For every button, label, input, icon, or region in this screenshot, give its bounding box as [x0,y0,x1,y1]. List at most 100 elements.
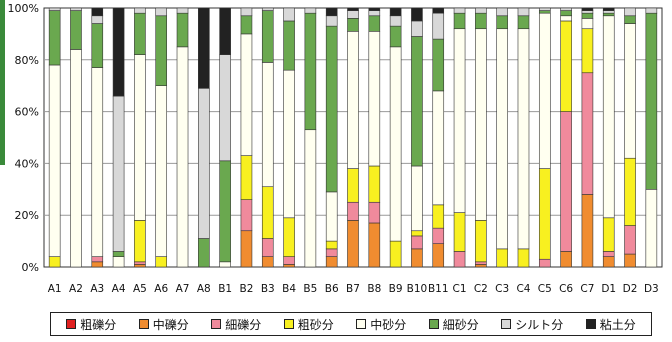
x-tick-label: A3 [90,283,104,295]
bar-segment [581,7,594,11]
bar-segment [325,248,338,257]
bar-segment [347,7,359,11]
x-tick-label: B10 [407,283,428,295]
bar-segment [134,54,146,221]
legend-label: 粘土分 [599,317,636,332]
bar-segment [198,87,210,239]
legend-label: 細礫分 [225,317,262,332]
bar-segment [112,95,125,252]
bar-segment [517,15,530,30]
bar-segment [134,261,146,265]
bar-segment [496,15,508,30]
legend-swatch [428,319,439,329]
bar-segment [283,217,295,257]
bar-segment [325,25,338,193]
x-tick-label: A6 [154,283,168,295]
bar-segment [602,12,615,17]
bar-segment [198,238,210,268]
bar-segment [240,33,253,156]
bar-segment [325,15,338,27]
bar-segment [261,7,274,11]
bar-segment [91,15,104,24]
legend-swatch [585,319,596,329]
bar-segment [624,15,636,24]
bar-segment [560,15,572,22]
bar-segment [624,225,636,255]
bar-segment [581,12,594,19]
bar-segment [134,220,146,263]
bar-segment [219,261,231,268]
bar-segment [112,7,125,97]
bar-segment [91,256,104,263]
bar-segment [155,7,168,17]
bar-segment [453,251,466,268]
x-tick-label: C2 [474,283,488,295]
x-tick-label: B2 [240,283,254,295]
legend-item: 粗砂分 [283,316,334,333]
bar-segment [496,7,508,17]
bar-segment [368,10,381,17]
bar-segment [240,155,253,200]
bar-segment [475,28,487,221]
bar-segment [432,38,445,92]
bar-segment [261,62,274,188]
bar-segment [602,7,615,11]
legend-swatch [211,319,222,329]
bar-segment [645,7,658,14]
bar-segment [368,201,381,224]
legend-label: 細砂分 [442,317,479,332]
bar-segment [411,235,423,250]
bar-segment [134,264,146,268]
bar-segment [176,46,189,268]
x-tick-label: D1 [601,283,616,295]
x-tick-label: A1 [48,283,62,295]
bar-segment [517,7,530,17]
y-tick-label: 100% [8,2,39,15]
bar-segment [368,222,381,268]
x-tick-label: A5 [133,283,147,295]
x-tick-label: C3 [495,283,509,295]
legend-label: 粗礫分 [80,317,117,332]
bar-segment [283,264,295,268]
bar-segment [475,264,487,268]
bar-segment [475,261,487,265]
bar-segment [91,67,104,257]
x-tick-label: A7 [176,283,190,295]
bar-segment [347,168,359,203]
x-tick-label: B9 [389,283,403,295]
bar-segment [538,12,551,169]
bar-segment [411,36,423,167]
bar-segment [347,220,359,268]
bar-segment [134,12,146,55]
y-tick-label: 0% [22,261,39,274]
bar-segment [453,7,466,14]
legend-label: 粗砂分 [297,317,334,332]
bar-segment [432,204,445,229]
x-tick-label: B1 [218,283,232,295]
bar-segment [368,165,381,203]
bar-segment [219,160,231,263]
bar-segment [538,10,551,14]
x-tick-label: A2 [69,283,83,295]
bar-segment [496,28,508,250]
legend-item: 細礫分 [211,316,261,333]
bar-segment [496,248,508,268]
bar-segment [581,194,594,268]
bar-segment [155,256,168,268]
bar-segment [602,15,615,219]
bar-segment [261,238,274,257]
legend: 粗礫分 中礫分 細礫分 粗砂分 中砂分 細砂分 シルト分 粘土分 [50,312,652,336]
legend-item: 中砂分 [356,316,406,333]
bar-segment [240,15,253,35]
bar-segment [453,212,466,252]
bar-segment [624,253,636,268]
bar-segment [261,186,274,239]
x-tick-label: C1 [453,283,467,295]
legend-item: 粘土分 [585,316,636,333]
bar-segment [261,256,274,268]
bar-segment [176,12,189,48]
legend-item: 粗礫分 [66,316,116,333]
bar-segment [48,256,61,268]
x-tick-label: A8 [197,283,211,295]
